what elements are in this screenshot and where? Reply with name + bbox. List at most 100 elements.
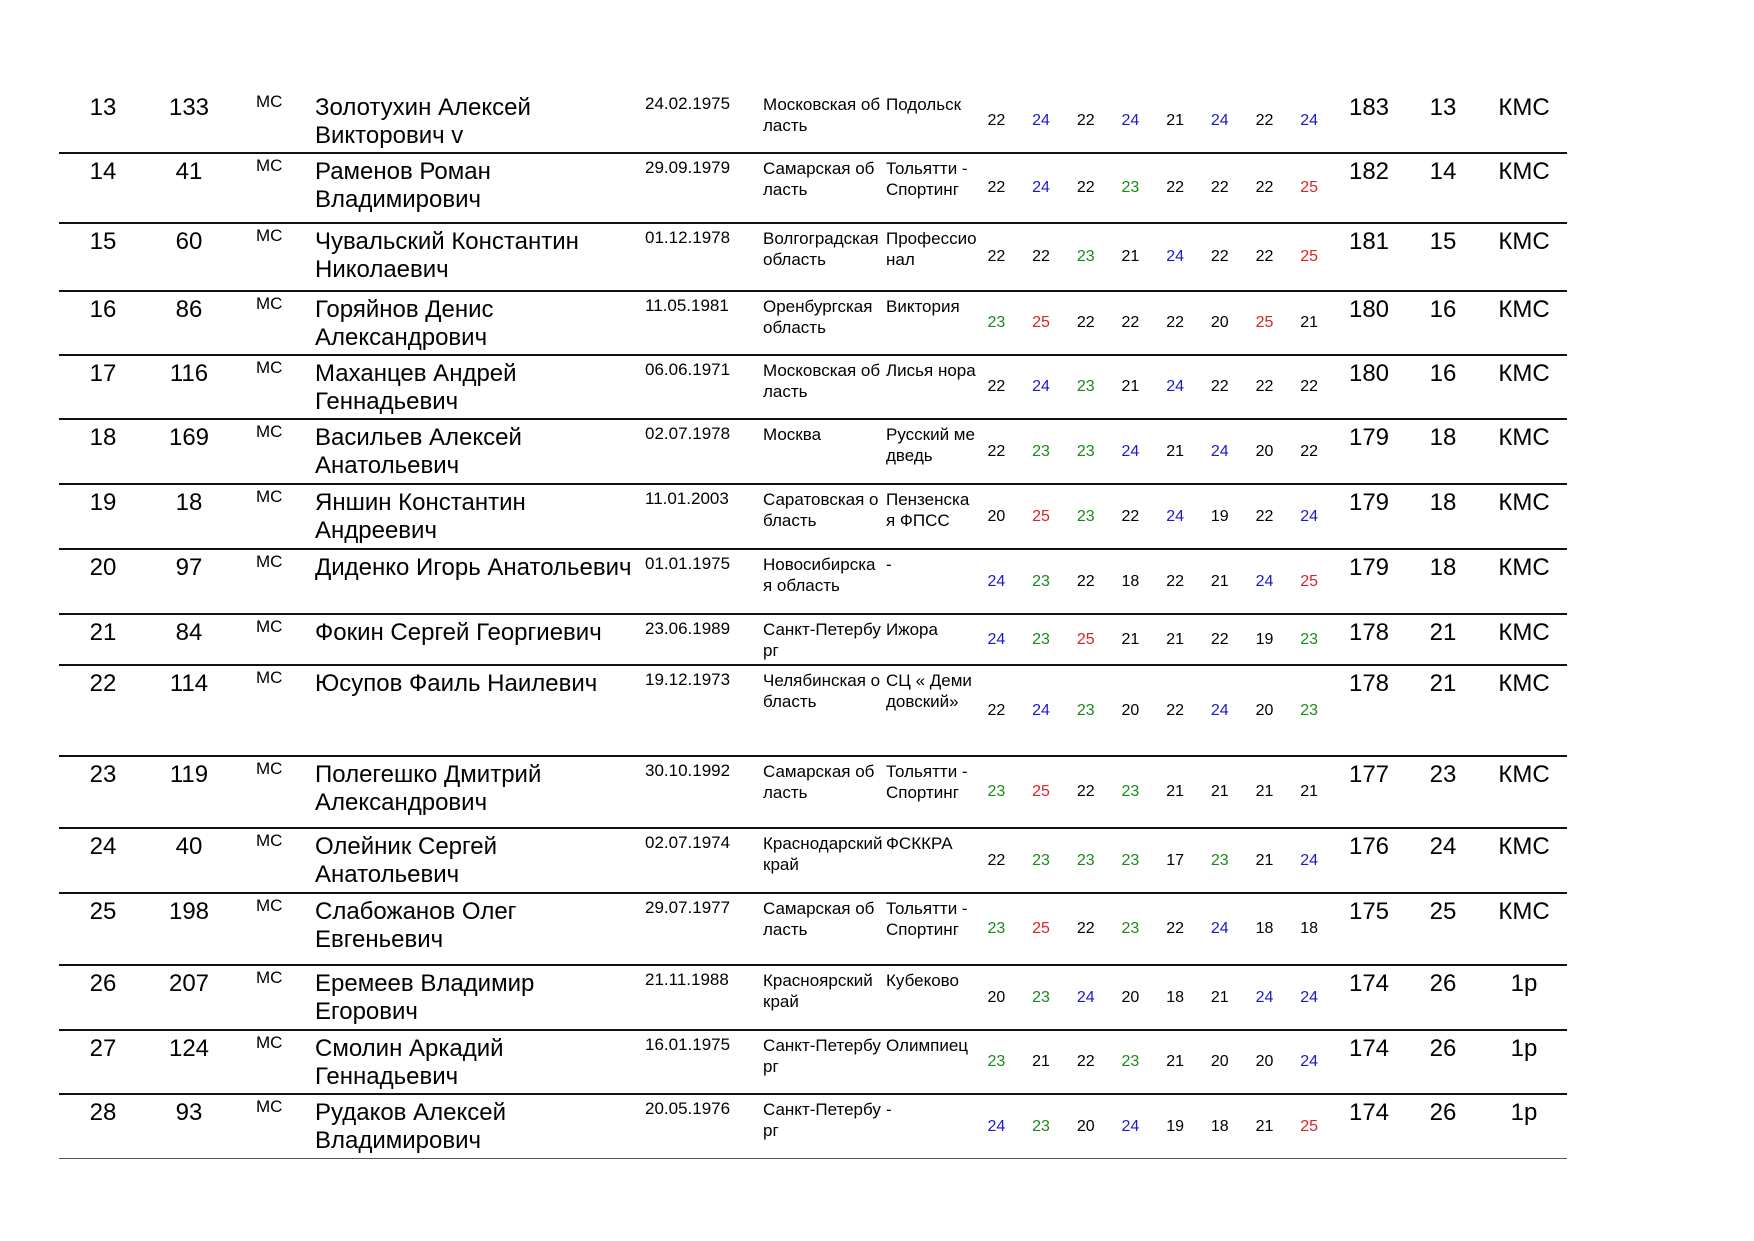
region-cell: Санкт-Петербург — [763, 620, 881, 660]
series-scores: 22 24 22 23 22 22 22 25 — [974, 154, 1334, 222]
place-cell: 25 — [89, 898, 117, 925]
birth-date-cell: 01.01.1975 — [645, 554, 731, 573]
bib-number-cell: 40 — [175, 833, 203, 860]
series-score: 18 — [1255, 920, 1274, 937]
bib-number-cell: 198 — [168, 898, 210, 925]
club-cell: Тольятти - Спортинг — [886, 762, 968, 802]
club-cell: Ижора — [886, 620, 938, 639]
total-cell: 175 — [1348, 898, 1390, 925]
title-cell: МС — [256, 92, 283, 111]
table-row: 26 207 МС Еремеев Владимир Егорович 21.11.19… — [59, 966, 1567, 1031]
place-cell: 16 — [89, 296, 117, 323]
series-score: 23 — [1032, 572, 1050, 590]
series-scores: 22 22 23 21 24 22 22 25 — [974, 224, 1334, 290]
series-score: 19 — [1166, 1117, 1184, 1135]
place-cell: 24 — [89, 833, 117, 860]
series-scores: 23 25 22 23 21 21 21 21 — [974, 757, 1334, 827]
series-score: 23 — [1121, 179, 1140, 196]
series-score: 17 — [1166, 851, 1184, 869]
club-cell: Подольск — [886, 95, 962, 114]
series-score: 22 — [987, 442, 1006, 460]
final-place-cell: 24 — [1429, 833, 1457, 860]
athlete-name-cell: Горяйнов Денис Александрович — [315, 296, 494, 351]
place-cell: 14 — [89, 158, 117, 185]
club-cell: Кубеково — [886, 971, 959, 990]
total-cell: 178 — [1348, 619, 1390, 646]
series-score: 24 — [1210, 701, 1229, 719]
series-score: 22 — [1032, 248, 1050, 265]
series-score: 20 — [1121, 701, 1140, 719]
series-score: 21 — [1121, 630, 1140, 648]
final-place-cell: 18 — [1429, 424, 1457, 451]
rank-cell: КМС — [1498, 833, 1550, 860]
total-cell: 176 — [1348, 833, 1390, 860]
rank-cell: КМС — [1498, 94, 1550, 121]
bib-number-cell: 169 — [168, 424, 210, 451]
athlete-name-cell: Фокин Сергей Георгиевич — [315, 619, 602, 646]
series-score: 24 — [1166, 378, 1184, 395]
series-score: 25 — [1032, 314, 1050, 331]
region-cell: Новосибирская область — [763, 555, 876, 595]
table-row: 17 116 МС Маханцев Андрей Геннадьевич 06.06.… — [59, 356, 1567, 420]
region-cell: Саратовская область — [763, 490, 879, 530]
club-cell: Тольятти - Спортинг — [886, 899, 968, 939]
club-cell: ФСККРА — [886, 834, 953, 853]
series-score: 21 — [1166, 112, 1184, 129]
athlete-name-cell: Маханцев Андрей Геннадьевич — [315, 360, 517, 415]
title-cell: МС — [256, 1097, 283, 1116]
bib-number-cell: 97 — [175, 554, 203, 581]
place-cell: 22 — [89, 670, 117, 697]
club-cell: Лисья нора — [886, 361, 976, 380]
total-cell: 180 — [1348, 296, 1390, 323]
place-cell: 28 — [89, 1099, 117, 1126]
table-row: 18 169 МС Васильев Алексей Анатольевич 02.07… — [59, 420, 1567, 485]
title-cell: МС — [256, 226, 283, 245]
series-score: 25 — [1300, 248, 1319, 265]
series-score: 23 — [1121, 783, 1140, 800]
place-cell: 17 — [89, 360, 117, 387]
series-score: 22 — [1166, 314, 1184, 331]
region-cell: Красноярский край — [763, 971, 873, 1011]
region-cell: Самарская область — [763, 159, 875, 199]
series-scores: 24 23 20 24 19 18 21 25 — [974, 1095, 1334, 1158]
series-score: 21 — [1210, 783, 1229, 800]
series-score: 23 — [1032, 851, 1050, 869]
series-score: 18 — [1300, 920, 1319, 937]
rank-cell: КМС — [1498, 619, 1550, 646]
club-cell: СЦ « Демидовский» — [886, 671, 972, 711]
bib-number-cell: 119 — [169, 761, 209, 788]
series-score: 25 — [1032, 783, 1050, 800]
series-score: 22 — [1300, 378, 1319, 395]
total-cell: 178 — [1348, 670, 1390, 697]
series-score: 23 — [1121, 920, 1140, 937]
series-score: 23 — [987, 314, 1006, 331]
club-cell: Тольятти - Спортинг — [886, 159, 968, 199]
athlete-name-cell: Васильев Алексей Анатольевич — [315, 424, 522, 479]
region-cell: Краснодарский край — [763, 834, 883, 874]
final-place-cell: 13 — [1429, 94, 1457, 121]
bib-number-cell: 41 — [175, 158, 203, 185]
series-scores: 24 23 22 18 22 21 24 25 — [974, 550, 1334, 613]
rank-cell: КМС — [1498, 670, 1550, 697]
title-cell: МС — [256, 487, 283, 506]
final-place-cell: 16 — [1429, 296, 1457, 323]
birth-date-cell: 19.12.1973 — [645, 670, 731, 689]
total-cell: 179 — [1348, 554, 1390, 581]
series-score: 24 — [1121, 1117, 1140, 1135]
series-scores: 23 25 22 23 22 24 18 18 — [974, 894, 1334, 964]
final-place-cell: 18 — [1429, 554, 1457, 581]
series-score: 20 — [1121, 988, 1140, 1006]
birth-date-cell: 29.07.1977 — [645, 898, 731, 917]
final-place-cell: 16 — [1429, 360, 1457, 387]
table-row: 28 93 МС Рудаков Алексей Владимирович 20.05.… — [59, 1095, 1567, 1159]
series-score: 23 — [1121, 1053, 1140, 1070]
series-score: 21 — [1255, 1117, 1274, 1135]
series-score: 25 — [1032, 507, 1050, 525]
series-score: 23 — [987, 783, 1006, 800]
series-score: 24 — [1032, 701, 1050, 719]
series-score: 20 — [987, 507, 1006, 525]
title-cell: МС — [256, 896, 283, 915]
series-score: 20 — [1210, 1053, 1229, 1070]
series-score: 20 — [1210, 314, 1229, 331]
series-score: 21 — [1121, 378, 1140, 395]
